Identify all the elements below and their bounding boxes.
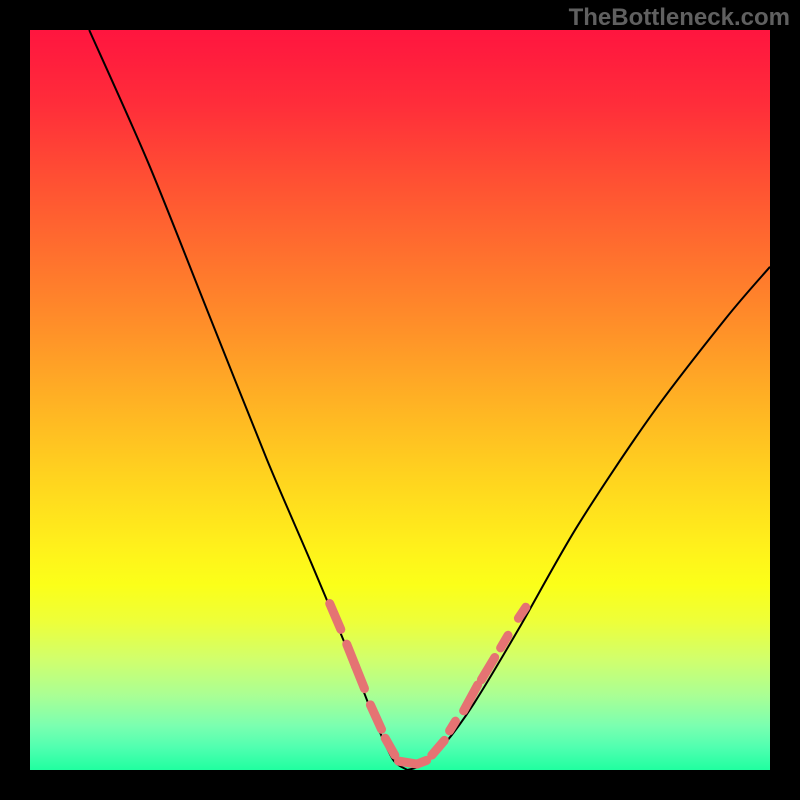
highlight-marker [450, 721, 456, 731]
highlight-marker [385, 738, 395, 755]
curve-overlay [30, 30, 770, 770]
highlight-marker [370, 705, 381, 729]
v-curve-left [89, 30, 407, 770]
highlight-marker [330, 604, 341, 630]
plot-area [30, 30, 770, 770]
highlight-marker [356, 666, 365, 688]
highlight-marker [464, 685, 478, 711]
highlight-marker [501, 635, 508, 648]
highlight-marker [481, 658, 494, 680]
highlight-marker [417, 760, 427, 764]
highlight-marker [432, 740, 445, 755]
chart-frame: TheBottleneck.com [0, 0, 800, 800]
highlight-marker [518, 607, 525, 618]
highlight-markers [330, 604, 526, 765]
v-curve-right [407, 267, 770, 770]
watermark-text: TheBottleneck.com [569, 4, 790, 32]
